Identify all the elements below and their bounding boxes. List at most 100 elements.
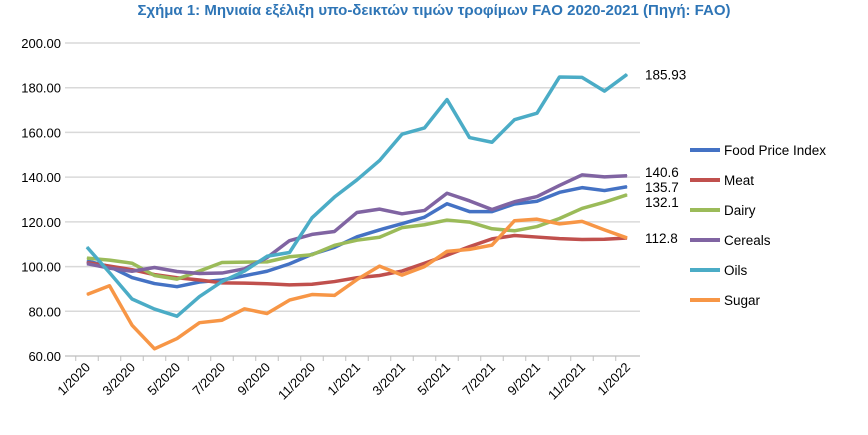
data-point — [536, 196, 538, 198]
data-point — [446, 99, 448, 101]
data-point — [469, 221, 470, 223]
chart-title: Σχήμα 1: Μηνιαία εξέλιξη υπο-δεικτών τιμ… — [137, 2, 731, 19]
data-point — [581, 76, 583, 78]
x-tick-label: 1/2022 — [594, 360, 633, 399]
data-point — [154, 266, 155, 268]
data-point — [559, 238, 560, 240]
data-point — [109, 267, 110, 269]
data-point — [311, 233, 313, 235]
data-point — [356, 239, 358, 241]
data-point — [199, 322, 200, 324]
data-point — [289, 299, 290, 301]
data-point — [604, 190, 605, 192]
data-point — [199, 279, 200, 281]
legend-label: Food Price Index — [724, 143, 826, 158]
data-point — [266, 261, 268, 263]
data-point — [514, 220, 515, 222]
legend-label: Cereals — [724, 233, 771, 248]
data-point — [491, 238, 493, 240]
data-point — [176, 270, 178, 272]
data-point — [154, 348, 155, 350]
data-point — [356, 179, 358, 181]
data-point — [604, 90, 605, 92]
data-point — [514, 119, 515, 121]
data-point — [244, 275, 245, 277]
data-point — [559, 218, 560, 220]
data-point — [334, 294, 335, 296]
data-point — [176, 278, 178, 280]
data-point — [424, 262, 425, 264]
data-point — [401, 270, 403, 272]
data-point — [221, 319, 223, 321]
data-point — [536, 218, 538, 220]
data-point — [266, 270, 268, 272]
data-point — [469, 246, 470, 248]
data-point — [446, 219, 448, 221]
legend-label: Dairy — [724, 203, 756, 218]
data-point — [289, 284, 290, 286]
data-point — [131, 262, 133, 264]
data-point — [334, 281, 335, 283]
x-tick-label: 5/2020 — [144, 360, 183, 399]
data-point — [86, 263, 88, 265]
data-point — [401, 213, 403, 215]
x-tick-label: 7/2021 — [459, 360, 498, 399]
data-point — [356, 236, 358, 238]
data-point — [581, 220, 583, 222]
legend-label: Sugar — [724, 293, 761, 308]
data-point — [131, 324, 133, 326]
end-value-label: 135.7 — [645, 180, 679, 195]
data-point — [221, 281, 223, 283]
data-point — [401, 274, 403, 276]
data-point — [289, 251, 290, 253]
data-point — [491, 228, 493, 230]
data-point — [424, 216, 425, 218]
data-point — [379, 275, 380, 277]
y-tick-label: 80.00 — [28, 304, 61, 319]
y-tick-label: 120.00 — [21, 215, 61, 230]
data-point — [311, 254, 313, 256]
data-point — [491, 211, 493, 213]
data-point — [491, 141, 493, 143]
data-point — [446, 192, 448, 194]
data-point — [176, 286, 178, 288]
data-point — [446, 254, 448, 256]
data-point — [604, 238, 605, 240]
data-point — [626, 175, 628, 177]
data-point — [514, 203, 515, 205]
data-point — [469, 200, 470, 202]
data-point — [604, 201, 605, 203]
data-point — [356, 211, 358, 213]
data-point — [244, 261, 245, 263]
data-point — [244, 308, 245, 310]
data-point — [401, 133, 403, 135]
y-tick-label: 180.00 — [21, 81, 61, 96]
data-point — [289, 256, 290, 258]
data-point — [581, 174, 583, 176]
x-tick-label: 9/2021 — [504, 360, 543, 399]
data-point — [311, 294, 313, 296]
data-point — [289, 240, 290, 242]
data-point — [536, 236, 538, 238]
data-point — [469, 137, 470, 139]
data-point — [424, 266, 425, 268]
data-point — [424, 209, 425, 211]
data-point — [401, 223, 403, 225]
x-tick-label: 1/2020 — [54, 360, 93, 399]
data-point — [199, 296, 200, 298]
data-point — [266, 283, 268, 285]
data-point — [311, 217, 313, 219]
y-tick-label: 100.00 — [21, 260, 61, 275]
data-point — [581, 207, 583, 209]
data-point — [109, 285, 110, 287]
data-point — [581, 187, 583, 189]
end-value-label: 140.6 — [645, 165, 679, 180]
data-point — [536, 112, 538, 114]
data-point — [109, 272, 110, 274]
data-point — [514, 234, 515, 236]
x-tick-label: 7/2020 — [189, 360, 228, 399]
data-point — [514, 201, 515, 203]
data-point — [536, 226, 538, 228]
data-point — [199, 273, 200, 275]
